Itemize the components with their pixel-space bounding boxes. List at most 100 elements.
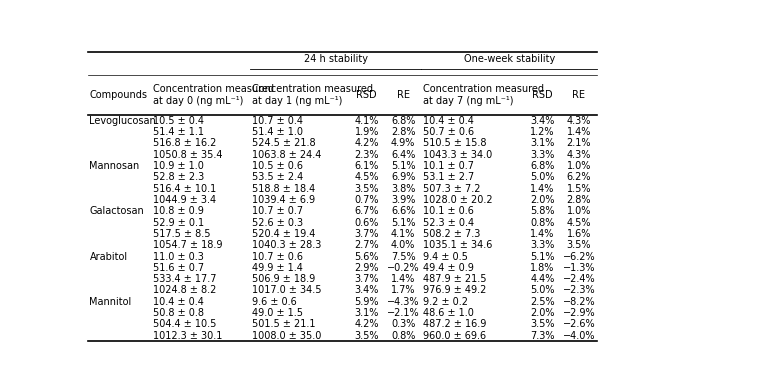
Text: 1040.3 ± 28.3: 1040.3 ± 28.3	[252, 240, 321, 250]
Text: 10.1 ± 0.6: 10.1 ± 0.6	[423, 206, 474, 216]
Text: 51.4 ± 1.1: 51.4 ± 1.1	[153, 127, 204, 137]
Text: 1.0%: 1.0%	[567, 206, 591, 216]
Text: Concentration measured
at day 7 (ng mL⁻¹): Concentration measured at day 7 (ng mL⁻¹…	[423, 84, 544, 106]
Text: RE: RE	[572, 90, 585, 100]
Text: 507.3 ± 7.2: 507.3 ± 7.2	[423, 183, 481, 194]
Text: Compounds: Compounds	[89, 90, 148, 100]
Text: 3.7%: 3.7%	[355, 274, 379, 284]
Text: −6.2%: −6.2%	[562, 252, 595, 262]
Text: 50.7 ± 0.6: 50.7 ± 0.6	[423, 127, 475, 137]
Text: 533.4 ± 17.7: 533.4 ± 17.7	[153, 274, 216, 284]
Text: 2.7%: 2.7%	[355, 240, 379, 250]
Text: 6.8%: 6.8%	[530, 161, 555, 171]
Text: 4.2%: 4.2%	[355, 319, 379, 329]
Text: 4.9%: 4.9%	[391, 138, 415, 148]
Text: 10.7 ± 0.7: 10.7 ± 0.7	[252, 206, 302, 216]
Text: 516.8 ± 16.2: 516.8 ± 16.2	[153, 138, 216, 148]
Text: 10.9 ± 1.0: 10.9 ± 1.0	[153, 161, 204, 171]
Text: RSD: RSD	[532, 90, 553, 100]
Text: 4.2%: 4.2%	[355, 138, 379, 148]
Text: 6.1%: 6.1%	[355, 161, 379, 171]
Text: 24 h stability: 24 h stability	[304, 55, 368, 64]
Text: 6.4%: 6.4%	[391, 150, 415, 159]
Text: 53.1 ± 2.7: 53.1 ± 2.7	[423, 172, 475, 182]
Text: 10.1 ± 0.7: 10.1 ± 0.7	[423, 161, 475, 171]
Text: 1.7%: 1.7%	[391, 286, 415, 296]
Text: 0.3%: 0.3%	[391, 319, 415, 329]
Text: 508.2 ± 7.3: 508.2 ± 7.3	[423, 229, 481, 239]
Text: Concentration measured
at day 0 (ng mL⁻¹): Concentration measured at day 0 (ng mL⁻¹…	[153, 84, 274, 106]
Text: One-week stability: One-week stability	[464, 55, 555, 64]
Text: 7.3%: 7.3%	[530, 331, 555, 341]
Text: 1.4%: 1.4%	[391, 274, 415, 284]
Text: 1008.0 ± 35.0: 1008.0 ± 35.0	[252, 331, 321, 341]
Text: −0.2%: −0.2%	[387, 263, 419, 273]
Text: 976.9 ± 49.2: 976.9 ± 49.2	[423, 286, 487, 296]
Text: 2.8%: 2.8%	[566, 195, 591, 205]
Text: 518.8 ± 18.4: 518.8 ± 18.4	[252, 183, 315, 194]
Text: 10.4 ± 0.4: 10.4 ± 0.4	[153, 297, 204, 307]
Text: 5.1%: 5.1%	[391, 217, 415, 228]
Text: 2.8%: 2.8%	[391, 127, 415, 137]
Text: 4.3%: 4.3%	[567, 150, 591, 159]
Text: RE: RE	[396, 90, 409, 100]
Text: 1.4%: 1.4%	[530, 229, 555, 239]
Text: 5.1%: 5.1%	[391, 161, 415, 171]
Text: 0.8%: 0.8%	[391, 331, 415, 341]
Text: 3.4%: 3.4%	[355, 286, 379, 296]
Text: 6.6%: 6.6%	[391, 206, 415, 216]
Text: 3.5%: 3.5%	[530, 319, 555, 329]
Text: 504.4 ± 10.5: 504.4 ± 10.5	[153, 319, 216, 329]
Text: 1044.9 ± 3.4: 1044.9 ± 3.4	[153, 195, 216, 205]
Text: 10.7 ± 0.4: 10.7 ± 0.4	[252, 116, 302, 126]
Text: 5.6%: 5.6%	[355, 252, 379, 262]
Text: 1043.3 ± 34.0: 1043.3 ± 34.0	[423, 150, 493, 159]
Text: 52.3 ± 0.4: 52.3 ± 0.4	[423, 217, 475, 228]
Text: 52.6 ± 0.3: 52.6 ± 0.3	[252, 217, 302, 228]
Text: 510.5 ± 15.8: 510.5 ± 15.8	[423, 138, 487, 148]
Text: 3.8%: 3.8%	[391, 183, 415, 194]
Text: 960.0 ± 69.6: 960.0 ± 69.6	[423, 331, 487, 341]
Text: 501.5 ± 21.1: 501.5 ± 21.1	[252, 319, 315, 329]
Text: −2.6%: −2.6%	[562, 319, 595, 329]
Text: 52.9 ± 0.1: 52.9 ± 0.1	[153, 217, 204, 228]
Text: 9.4 ± 0.5: 9.4 ± 0.5	[423, 252, 468, 262]
Text: 6.7%: 6.7%	[355, 206, 379, 216]
Text: 517.5 ± 8.5: 517.5 ± 8.5	[153, 229, 211, 239]
Text: 4.5%: 4.5%	[355, 172, 379, 182]
Text: 49.0 ± 1.5: 49.0 ± 1.5	[252, 308, 302, 318]
Text: −1.3%: −1.3%	[562, 263, 595, 273]
Text: 3.5%: 3.5%	[355, 183, 379, 194]
Text: 1.2%: 1.2%	[530, 127, 555, 137]
Text: 10.4 ± 0.4: 10.4 ± 0.4	[423, 116, 474, 126]
Text: 4.1%: 4.1%	[355, 116, 379, 126]
Text: 51.4 ± 1.0: 51.4 ± 1.0	[252, 127, 302, 137]
Text: 5.8%: 5.8%	[530, 206, 555, 216]
Text: 2.0%: 2.0%	[530, 308, 555, 318]
Text: 1024.8 ± 8.2: 1024.8 ± 8.2	[153, 286, 216, 296]
Text: 5.0%: 5.0%	[530, 286, 555, 296]
Text: 52.8 ± 2.3: 52.8 ± 2.3	[153, 172, 204, 182]
Text: 1063.8 ± 24.4: 1063.8 ± 24.4	[252, 150, 321, 159]
Text: 4.0%: 4.0%	[391, 240, 415, 250]
Text: 49.9 ± 1.4: 49.9 ± 1.4	[252, 263, 302, 273]
Text: 6.8%: 6.8%	[391, 116, 415, 126]
Text: Arabitol: Arabitol	[89, 252, 127, 262]
Text: 1.5%: 1.5%	[566, 183, 591, 194]
Text: 2.5%: 2.5%	[530, 297, 555, 307]
Text: 10.5 ± 0.4: 10.5 ± 0.4	[153, 116, 204, 126]
Text: 7.5%: 7.5%	[391, 252, 415, 262]
Text: −2.4%: −2.4%	[562, 274, 595, 284]
Text: 0.7%: 0.7%	[355, 195, 379, 205]
Text: 487.9 ± 21.5: 487.9 ± 21.5	[423, 274, 487, 284]
Text: −2.3%: −2.3%	[562, 286, 595, 296]
Text: 48.6 ± 1.0: 48.6 ± 1.0	[423, 308, 474, 318]
Text: 10.7 ± 0.6: 10.7 ± 0.6	[252, 252, 302, 262]
Text: 0.8%: 0.8%	[530, 217, 555, 228]
Text: 487.2 ± 16.9: 487.2 ± 16.9	[423, 319, 487, 329]
Text: 1050.8 ± 35.4: 1050.8 ± 35.4	[153, 150, 222, 159]
Text: 4.4%: 4.4%	[530, 274, 555, 284]
Text: 3.7%: 3.7%	[355, 229, 379, 239]
Text: −2.1%: −2.1%	[387, 308, 419, 318]
Text: Galactosan: Galactosan	[89, 206, 144, 216]
